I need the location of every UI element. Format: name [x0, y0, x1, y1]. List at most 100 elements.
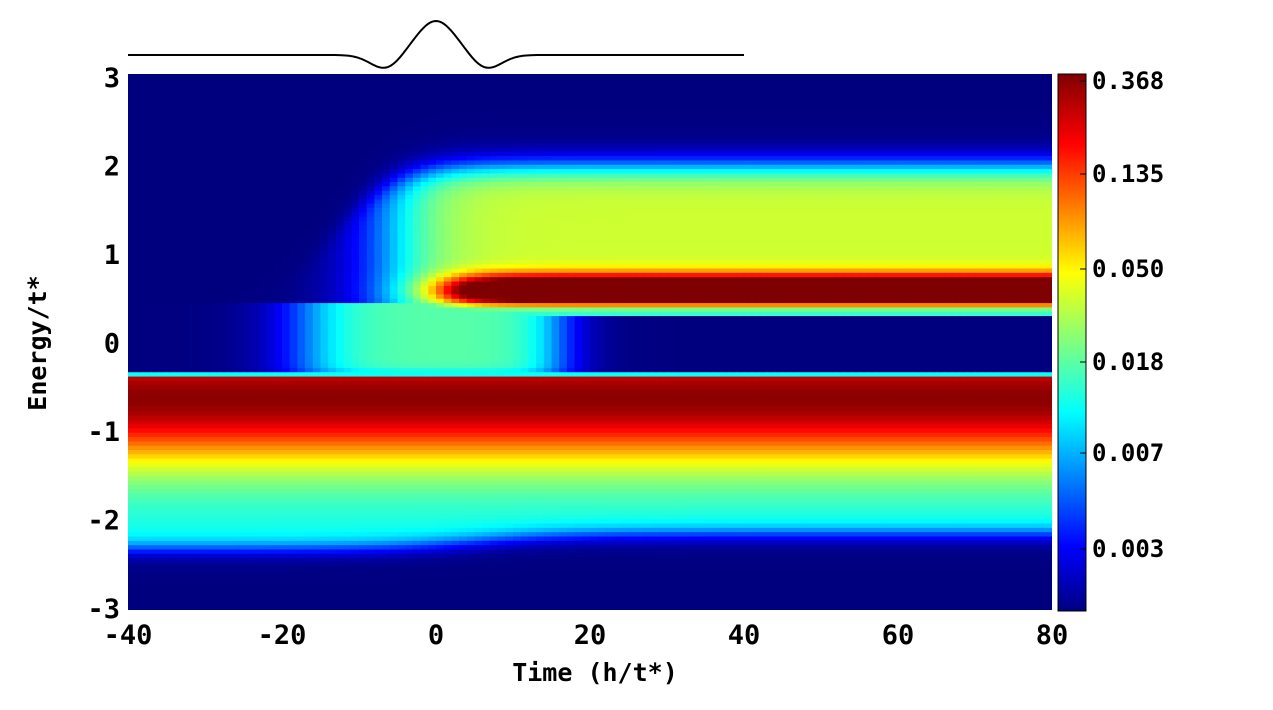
heatmap-cell [559, 99, 568, 105]
heatmap-cell [536, 177, 545, 183]
heatmap-cell [343, 212, 352, 218]
heatmap-cell [174, 86, 183, 92]
heatmap-cell [836, 220, 845, 226]
heatmap-cell [736, 199, 745, 205]
heatmap-cell [659, 95, 668, 101]
heatmap-cell [258, 199, 268, 205]
heatmap-cell [420, 130, 429, 136]
heatmap-cell [320, 251, 329, 257]
heatmap-cell [882, 238, 891, 244]
heatmap-cell [674, 212, 683, 218]
heatmap-cell [659, 121, 668, 127]
heatmap-cell [921, 246, 930, 252]
heatmap-cell [928, 190, 938, 196]
heatmap-cell [443, 251, 452, 257]
heatmap-cell [682, 190, 691, 196]
heatmap-cell [443, 117, 452, 123]
heatmap-cell [482, 182, 491, 187]
heatmap-cell [643, 130, 653, 136]
heatmap-cell [197, 156, 206, 162]
heatmap-cell [851, 160, 861, 166]
heatmap-cell [728, 246, 737, 252]
heatmap-cell [944, 74, 953, 79]
heatmap-cell [258, 160, 268, 166]
heatmap-cell [289, 147, 298, 153]
heatmap-cell [951, 117, 961, 123]
heatmap-cell [944, 186, 953, 192]
heatmap-cell [982, 186, 991, 192]
heatmap-cell [744, 242, 753, 248]
heatmap-cell [382, 216, 391, 222]
heatmap-cell [135, 143, 144, 149]
heatmap-cell [282, 186, 291, 192]
heatmap-cell [813, 246, 822, 252]
heatmap-cell [343, 82, 352, 88]
heatmap-cell [451, 95, 460, 101]
heatmap-cell [1021, 242, 1030, 248]
heatmap-cell [613, 242, 622, 248]
heatmap-cell [928, 104, 938, 110]
heatmap-cell [797, 112, 807, 118]
heatmap-cell [782, 86, 791, 92]
heatmap-cell [797, 177, 807, 183]
heatmap-cell [566, 99, 576, 105]
heatmap-cell [459, 138, 468, 144]
heatmap-cell [151, 99, 160, 105]
heatmap-cell [574, 186, 583, 192]
heatmap-cell [205, 160, 214, 166]
heatmap-cell [543, 134, 553, 140]
heatmap-cell [982, 203, 991, 209]
heatmap-cell [690, 91, 699, 97]
heatmap-cell [582, 147, 591, 153]
heatmap-cell [366, 86, 375, 92]
heatmap-cell [158, 229, 168, 235]
heatmap-cell [928, 242, 938, 248]
heatmap-cell [351, 182, 360, 187]
heatmap-cell [343, 208, 352, 213]
heatmap-cell [605, 143, 614, 149]
heatmap-cell [1036, 104, 1045, 110]
heatmap-cell [528, 104, 537, 110]
heatmap-cell [790, 238, 799, 244]
heatmap-cell [513, 208, 522, 213]
heatmap-cell [520, 225, 529, 231]
heatmap-cell [297, 186, 306, 192]
heatmap-cell [1005, 169, 1015, 175]
heatmap-cell [505, 212, 514, 218]
heatmap-cell [805, 242, 814, 248]
heatmap-cell [975, 99, 984, 105]
heatmap-cell [805, 99, 814, 105]
heatmap-cell [335, 242, 345, 248]
heatmap-cell [805, 160, 814, 166]
heatmap-cell [197, 164, 206, 170]
heatmap-cell [466, 143, 476, 149]
heatmap-cell [513, 121, 522, 127]
heatmap-cell [436, 160, 445, 166]
heatmap-cell [990, 138, 999, 144]
heatmap-cell [282, 177, 291, 183]
heatmap-cell [374, 242, 383, 248]
heatmap-cell [166, 216, 175, 222]
heatmap-cell [212, 229, 221, 235]
heatmap-cell [1044, 138, 1052, 144]
heatmap-cell [898, 121, 907, 127]
heatmap-cell [582, 251, 591, 257]
heatmap-cell [482, 147, 491, 153]
heatmap-cell [767, 117, 776, 123]
heatmap-cell [451, 104, 460, 110]
heatmap-cell [143, 86, 152, 92]
heatmap-cell [959, 151, 968, 157]
heatmap-cell [328, 99, 337, 105]
heatmap-cell [905, 125, 914, 131]
heatmap-cell [667, 212, 676, 218]
heatmap-cell [751, 130, 760, 136]
heatmap-cell [151, 199, 160, 205]
heatmap-cell [967, 156, 976, 162]
heatmap-cell [374, 74, 383, 79]
heatmap-cell [420, 121, 429, 127]
heatmap-cell [851, 156, 861, 162]
heatmap-cell [936, 108, 945, 114]
heatmap-cell [590, 112, 599, 118]
heatmap-cell [859, 121, 868, 127]
heatmap-cell [736, 229, 745, 235]
